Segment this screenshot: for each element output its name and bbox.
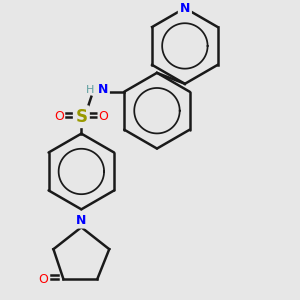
- Text: H: H: [86, 85, 94, 95]
- Text: N: N: [180, 2, 190, 15]
- Text: S: S: [75, 108, 87, 126]
- Text: O: O: [55, 110, 64, 123]
- Text: N: N: [76, 214, 86, 227]
- Text: N: N: [98, 83, 109, 96]
- Text: O: O: [38, 273, 48, 286]
- Text: O: O: [98, 110, 108, 123]
